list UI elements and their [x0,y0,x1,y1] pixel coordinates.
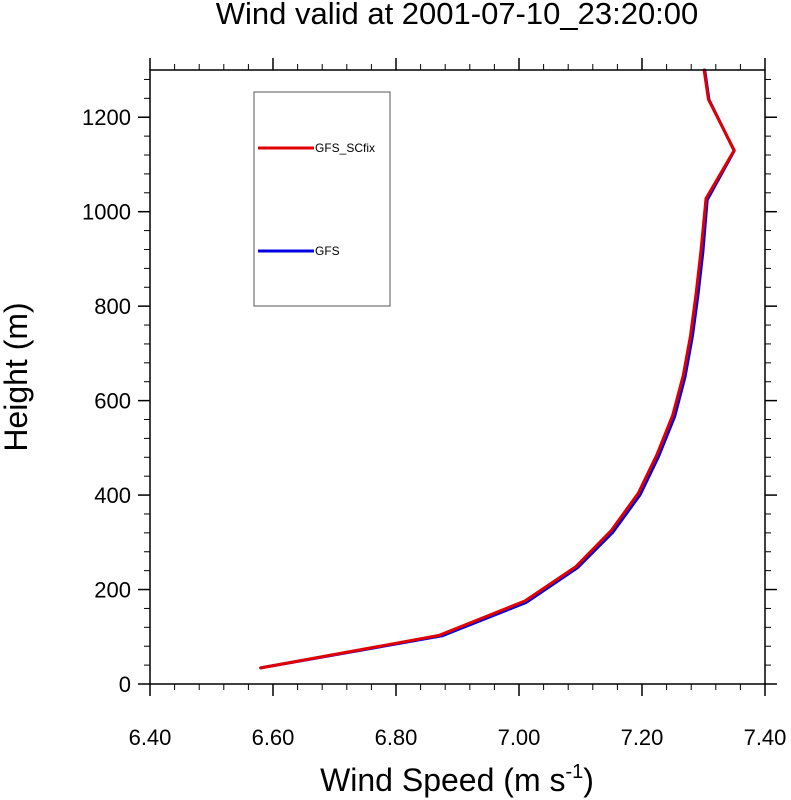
chart-title: Wind valid at 2001-07-10_23:20:00 [216,0,699,31]
legend-label-gfs-scfix: GFS_SCfix [315,141,375,155]
y-tick-labels: 0 200 400 600 800 1000 1200 [82,105,131,697]
y-tick-label: 400 [94,483,131,508]
x-tick-label: 7.00 [498,725,541,750]
x-axis-label: Wind Speed (m s-1) [320,761,594,798]
y-major-ticks [138,116,777,685]
x-axis-label-main: Wind Speed (m s [320,762,565,798]
legend-box [253,91,391,307]
x-tick-label: 6.80 [375,725,418,750]
series-line-gfs-scfix [259,68,736,670]
x-tick-labels: 6.40 6.60 6.80 7.00 7.20 7.40 [129,725,787,750]
y-tick-label: 200 [94,578,131,603]
series-lines [259,68,736,670]
y-tick-label: 800 [94,294,131,319]
legend: GFS_SCfix GFS [253,91,391,307]
x-tick-label: 6.40 [129,725,172,750]
y-tick-label: 600 [94,389,131,414]
x-axis-label-close: ) [583,762,594,798]
x-major-ticks [149,58,766,696]
legend-label-gfs: GFS [315,244,340,258]
plot-frame [149,69,766,685]
x-tick-label: 7.20 [621,725,664,750]
y-tick-label: 1000 [82,200,131,225]
x-tick-label: 6.60 [252,725,295,750]
x-axis-label-superscript: -1 [565,761,583,783]
x-tick-label: 7.40 [744,725,787,750]
y-tick-label: 1200 [82,105,131,130]
y-axis-label: Height (m) [0,302,34,451]
y-tick-label: 0 [119,672,131,697]
y-minor-ticks [144,78,771,666]
x-minor-ticks [174,64,741,690]
